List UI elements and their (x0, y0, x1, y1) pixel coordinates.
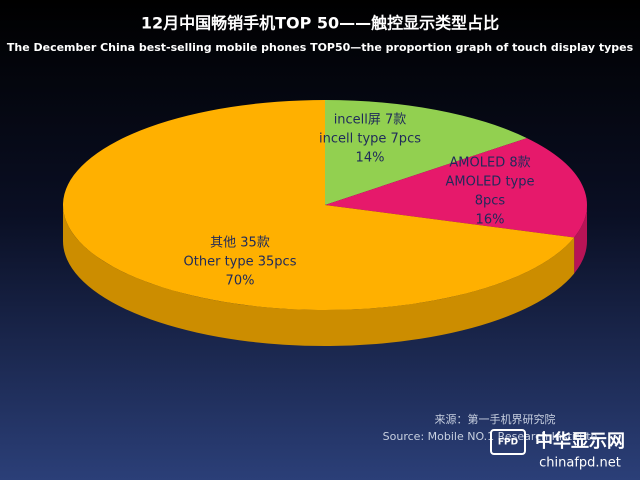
value-label: 14% (356, 151, 385, 166)
watermark: FPD 中华显示网 chinafpd.net (490, 429, 625, 471)
slice-label: incell type 7pcs (319, 132, 421, 147)
slice-label: 8pcs (475, 194, 506, 209)
slice-label: AMOLED type (446, 175, 535, 190)
labels: incell屏 7款 incell type 7pcs 14% AMOLED 8款 AM… (184, 113, 535, 289)
slice-label: Other type 35pcs (184, 255, 297, 270)
pie-slice (325, 100, 527, 205)
pie-slice (63, 100, 575, 310)
watermark-name: 中华显示网 (535, 430, 625, 452)
slice-label: AMOLED 8款 (449, 156, 530, 171)
pie (63, 100, 587, 346)
slice-label: incell屏 7款 (334, 113, 407, 128)
pie-side (63, 205, 575, 346)
pie-side (574, 205, 587, 274)
chart-title: 12月中国畅销手机TOP 50——触控显示类型占比 (141, 14, 499, 33)
watermark-url: chinafpd.net (539, 456, 621, 471)
source-cn: 来源：第一手机界研究院 (435, 412, 556, 426)
slice-label: 其他 35款 (210, 236, 270, 251)
logo-frame (490, 429, 526, 455)
value-label: 70% (226, 274, 255, 289)
logo-text: FPD (498, 438, 518, 448)
chart-subtitle: The December China best-selling mobile p… (7, 41, 634, 54)
value-label: 16% (476, 213, 505, 228)
pie-slice (325, 138, 587, 238)
